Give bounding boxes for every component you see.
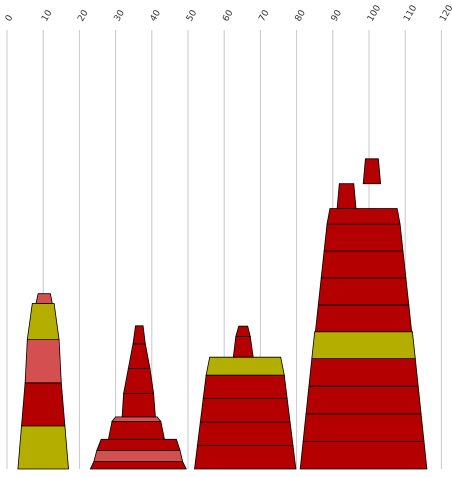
group-3-segment-4 <box>202 374 288 400</box>
group-2-segment-3 <box>96 438 181 451</box>
group-4-segment-9 <box>323 223 404 252</box>
x-axis-tick-labels: 0 10 20 30 40 50 60 70 80 90 100 110 120 <box>4 3 452 23</box>
x-tick-label-100: 100 <box>366 3 383 23</box>
group-1-segment-4 <box>26 302 60 341</box>
group-4-segment-10 <box>326 208 401 225</box>
x-tick-label-10: 10 <box>40 8 55 23</box>
group-3-segment-2 <box>196 421 294 446</box>
x-tick-label-20: 20 <box>76 8 91 23</box>
x-tick-label-110: 110 <box>402 3 419 23</box>
group-4-segment-3 <box>305 385 422 415</box>
group-2-segment-6 <box>121 392 156 418</box>
group-4-segment-4 <box>308 358 419 387</box>
x-tick-label-70: 70 <box>257 8 272 23</box>
stack-group-3 <box>194 325 297 470</box>
x-tick-label-120: 120 <box>438 3 452 23</box>
group-1-segment-5 <box>35 293 53 304</box>
group-1-segment-2 <box>21 382 66 427</box>
x-tick-label-40: 40 <box>149 8 164 23</box>
group-2-segment-1 <box>89 460 187 470</box>
x-tick-label-30: 30 <box>113 8 128 23</box>
stack-group-2 <box>89 325 187 470</box>
stack-group-1 <box>17 293 69 470</box>
x-tick-label-80: 80 <box>294 8 309 23</box>
stack-group-4 <box>299 158 428 470</box>
group-4-segment-8 <box>320 250 407 279</box>
group-4-segment-11 <box>336 183 357 209</box>
group-2-segment-4 <box>107 420 165 440</box>
x-tick-label-60: 60 <box>221 8 236 23</box>
group-3-segment-7 <box>235 325 251 337</box>
x-tick-label-90: 90 <box>330 8 345 23</box>
group-1-segment-1 <box>17 425 69 470</box>
x-tick-label-50: 50 <box>185 8 200 23</box>
group-2-segment-8 <box>127 343 151 370</box>
group-2-segment-2 <box>93 449 184 462</box>
group-4-segment-5 <box>311 331 416 360</box>
group-3-segment-3 <box>199 398 291 423</box>
group-4-segment-6 <box>314 304 413 333</box>
group-3-segment-1 <box>194 445 297 470</box>
plot-area <box>17 158 428 470</box>
group-2-segment-9 <box>132 325 146 345</box>
group-4-segment-7 <box>317 277 410 306</box>
group-3-segment-5 <box>205 356 285 376</box>
group-4-segment-2 <box>302 413 425 442</box>
group-2-segment-5 <box>111 416 162 422</box>
x-tick-label-0: 0 <box>4 13 16 23</box>
group-3-segment-6 <box>232 336 254 358</box>
group-4-segment-1 <box>299 440 428 470</box>
group-2-segment-7 <box>123 368 155 394</box>
group-4-segment-12 <box>362 158 382 185</box>
group-1-segment-3 <box>24 339 62 384</box>
